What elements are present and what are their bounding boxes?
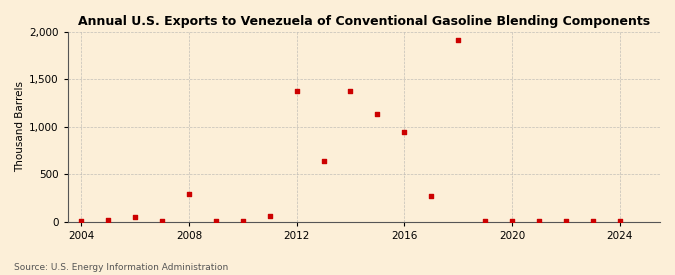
Point (533, 219, 544, 224)
Point (560, 219, 571, 224)
Point (587, 219, 598, 224)
Point (130, 215, 140, 219)
Title: Annual U.S. Exports to Venezuela of Conventional Gasoline Blending Components: Annual U.S. Exports to Venezuela of Conv… (78, 15, 650, 28)
Point (399, 130, 410, 134)
Point (211, 219, 221, 223)
Point (345, 89, 356, 93)
Point (453, 37, 464, 42)
Point (76, 219, 86, 224)
Point (506, 219, 517, 224)
Point (184, 192, 194, 196)
Point (103, 218, 113, 222)
Point (372, 111, 383, 116)
Point (238, 219, 248, 223)
Y-axis label: Thousand Barrels: Thousand Barrels (15, 81, 25, 172)
Point (291, 89, 302, 94)
Point (426, 194, 437, 198)
Point (614, 219, 625, 224)
Point (318, 158, 329, 163)
Point (157, 219, 167, 224)
Point (265, 214, 275, 218)
Point (480, 219, 491, 224)
Text: Source: U.S. Energy Information Administration: Source: U.S. Energy Information Administ… (14, 263, 227, 272)
